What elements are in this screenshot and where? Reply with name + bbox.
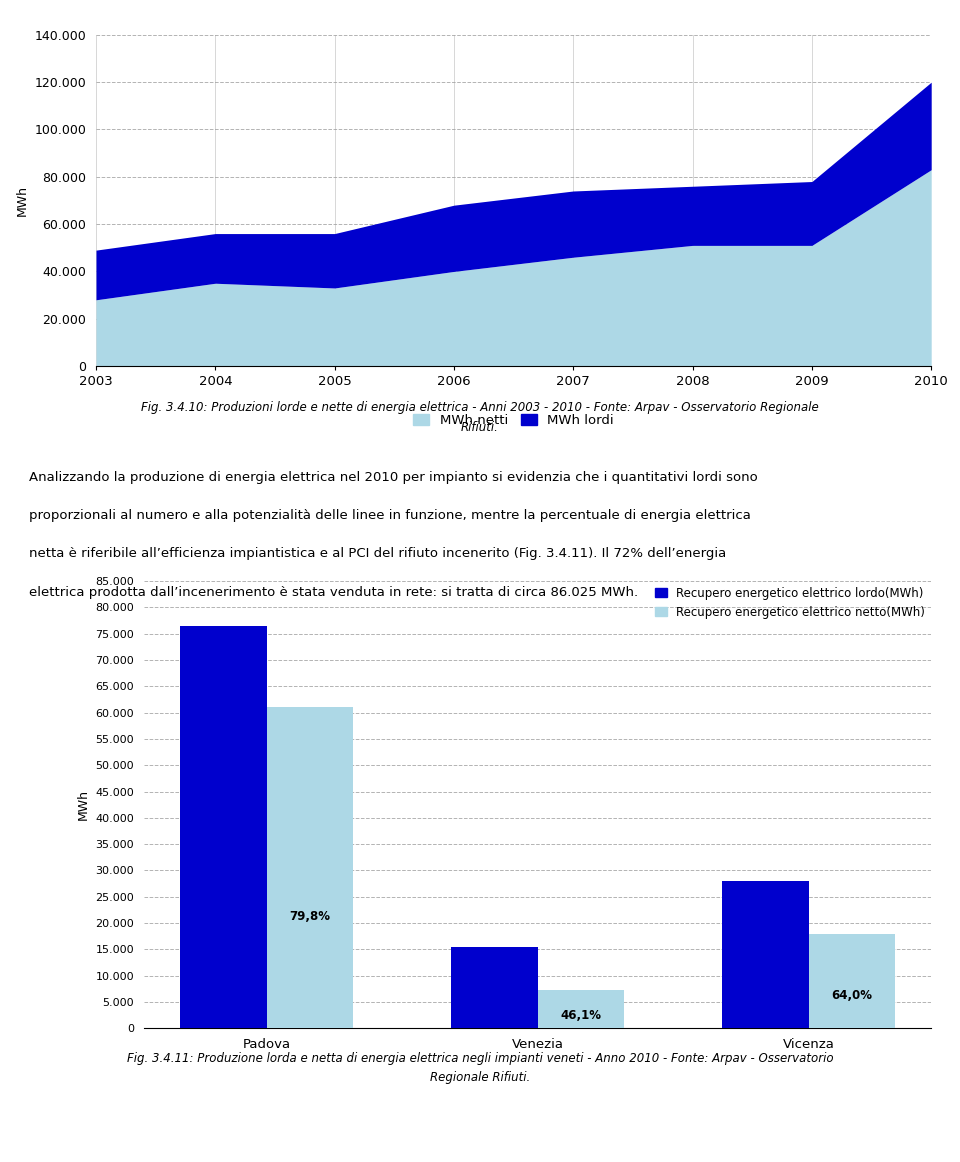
Text: Rifiuti.: Rifiuti.: [461, 421, 499, 433]
Legend: Recupero energetico elettrico lordo(MWh), Recupero energetico elettrico netto(MW: Recupero energetico elettrico lordo(MWh)…: [655, 587, 925, 619]
Bar: [808, 933, 896, 1028]
Text: 46,1%: 46,1%: [561, 1009, 602, 1021]
Bar: [722, 881, 808, 1028]
Text: 64,0%: 64,0%: [831, 989, 873, 1002]
Bar: [180, 625, 267, 1028]
Text: proporzionali al numero e alla potenzialità delle linee in funzione, mentre la p: proporzionali al numero e alla potenzial…: [29, 509, 751, 522]
Bar: [538, 990, 624, 1028]
Text: Fig. 3.4.11: Produzione lorda e netta di energia elettrica negli impianti veneti: Fig. 3.4.11: Produzione lorda e netta di…: [127, 1052, 833, 1064]
Text: Analizzando la produzione di energia elettrica nel 2010 per impianto si evidenzi: Analizzando la produzione di energia ele…: [29, 471, 757, 483]
Bar: [451, 947, 538, 1028]
Legend: MWh netti, MWh lordi: MWh netti, MWh lordi: [408, 409, 619, 432]
Text: Regionale Rifiuti.: Regionale Rifiuti.: [430, 1071, 530, 1084]
Text: Fig. 3.4.10: Produzioni lorde e nette di energia elettrica - Anni 2003 - 2010 - : Fig. 3.4.10: Produzioni lorde e nette di…: [141, 401, 819, 414]
Y-axis label: MWh: MWh: [77, 789, 90, 820]
Text: netta è riferibile all’efficienza impiantistica e al PCI del rifiuto incenerito : netta è riferibile all’efficienza impian…: [29, 547, 726, 560]
Text: elettrica prodotta dall’incenerimento è stata venduta in rete: si tratta di circ: elettrica prodotta dall’incenerimento è …: [29, 586, 638, 598]
Bar: [267, 708, 353, 1028]
Text: 79,8%: 79,8%: [289, 910, 330, 923]
Y-axis label: MWh: MWh: [16, 185, 29, 216]
